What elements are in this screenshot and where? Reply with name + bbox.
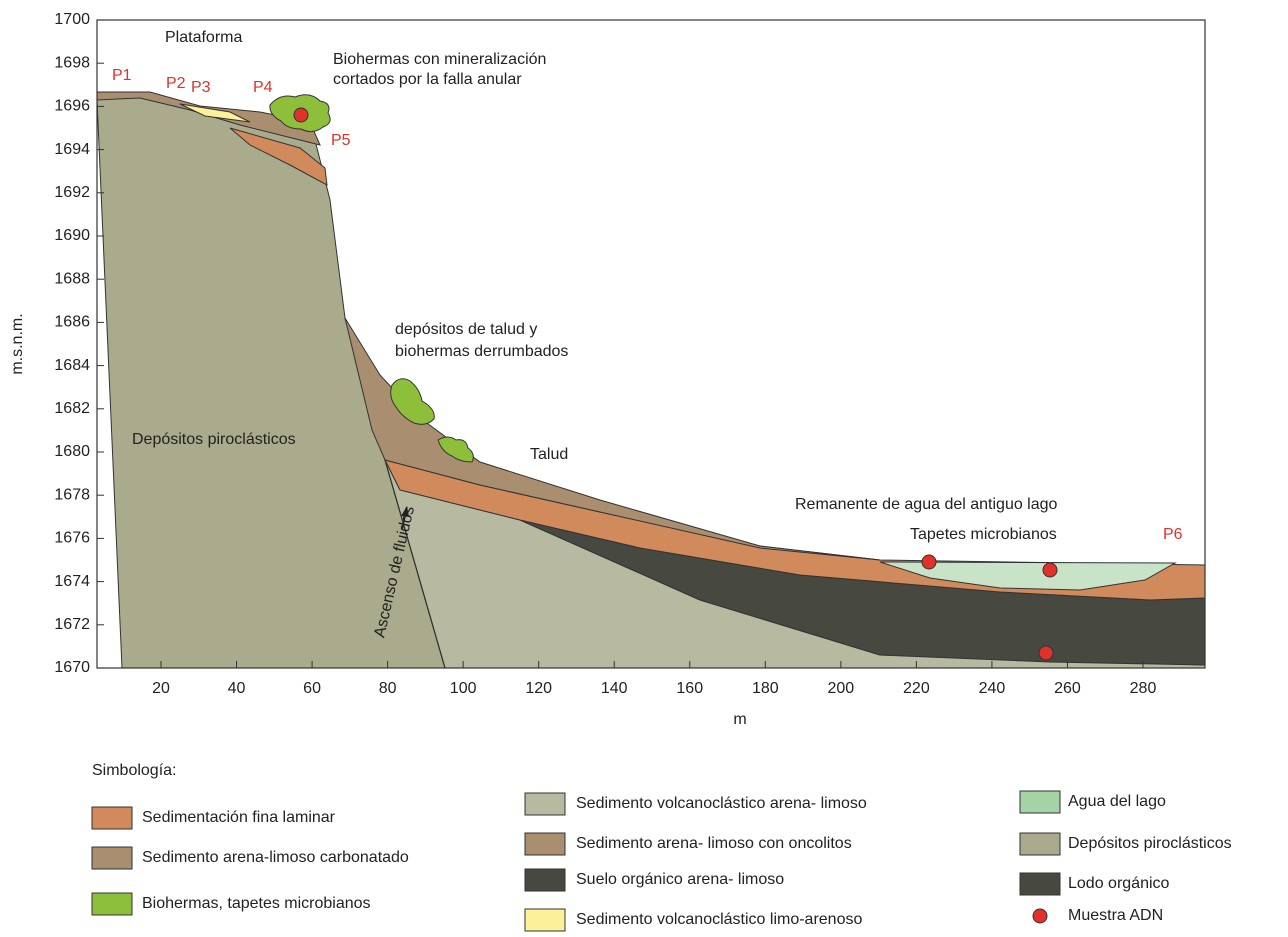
annotation: biohermas derrumbados	[395, 343, 568, 360]
x-tick-label: 180	[752, 680, 779, 697]
section-diagram: 1670 1672 1674 1676 1678 1680 1682 1684 1686 1688…	[0, 0, 1288, 937]
y-tick-label: 1682	[54, 400, 90, 417]
legend-item: Muestra ADN	[1068, 907, 1163, 924]
legend-item: Lodo orgánico	[1068, 875, 1170, 892]
point-label: P5	[331, 132, 351, 149]
swatch	[525, 869, 565, 891]
x-tick-label: 40	[228, 680, 246, 697]
x-tick-label: 140	[601, 680, 628, 697]
y-tick-label: 1690	[54, 227, 90, 244]
swatch	[92, 807, 132, 829]
annotation: Depósitos piroclásticos	[132, 431, 296, 448]
x-tick-label: 100	[450, 680, 477, 697]
y-tick-label: 1692	[54, 184, 90, 201]
swatch	[1020, 791, 1060, 813]
legend-item: Biohermas, tapetes microbianos	[142, 895, 371, 912]
x-tick-label: 200	[827, 680, 854, 697]
point-label: P6	[1163, 526, 1183, 543]
annotation: Plataforma	[165, 29, 242, 46]
x-tick-label: 80	[379, 680, 397, 697]
legend-title: Simbología:	[92, 762, 177, 779]
x-tick-label: 260	[1054, 680, 1081, 697]
y-tick-label: 1680	[54, 443, 90, 460]
swatch	[1020, 833, 1060, 855]
dna-sample	[1043, 563, 1057, 577]
legend: Simbología: Sedimentación fina laminar S…	[92, 762, 1232, 931]
point-label: P4	[253, 79, 273, 96]
x-tick-label: 60	[303, 680, 321, 697]
legend-item: Sedimentación fina laminar	[142, 809, 336, 826]
swatch	[92, 847, 132, 869]
y-tick-label: 1700	[54, 11, 90, 28]
annotation: Remanente de agua del antiguo lago	[795, 496, 1058, 513]
dna-sample	[922, 555, 936, 569]
annotation: Talud	[530, 446, 568, 463]
x-axis-label: m	[733, 711, 746, 728]
legend-item: Suelo orgánico arena- limoso	[576, 871, 784, 888]
swatch	[1033, 909, 1047, 923]
annotation: cortados por la falla anular	[333, 71, 522, 88]
legend-item: Sedimento volcanoclástico arena- limoso	[576, 795, 867, 812]
y-tick-label: 1698	[54, 54, 90, 71]
x-tick-label: 280	[1130, 680, 1157, 697]
annotation: Tapetes microbianos	[910, 526, 1057, 543]
y-axis-label: m.s.n.m.	[9, 313, 26, 374]
legend-item: Sedimento arena- limoso con oncolitos	[576, 835, 852, 852]
y-tick-label: 1696	[54, 98, 90, 115]
layers	[97, 92, 1205, 668]
legend-item: Agua del lago	[1068, 793, 1166, 810]
x-tick-label: 220	[903, 680, 930, 697]
point-label: P3	[191, 79, 211, 96]
y-tick-label: 1676	[54, 530, 90, 547]
point-label: P1	[112, 67, 132, 84]
x-tick-label: 160	[676, 680, 703, 697]
swatch	[525, 833, 565, 855]
y-tick-label: 1672	[54, 616, 90, 633]
y-tick-label: 1686	[54, 314, 90, 331]
annotation: Biohermas con mineralización	[333, 51, 546, 68]
y-tick-label: 1688	[54, 270, 90, 287]
legend-item: Sedimento volcanoclástico limo-arenoso	[576, 911, 862, 928]
swatch	[525, 909, 565, 931]
y-tick-label: 1684	[54, 357, 90, 374]
point-label: P2	[166, 75, 186, 92]
x-tick-label: 240	[979, 680, 1006, 697]
y-tick-label: 1678	[54, 486, 90, 503]
annotation: depósitos de talud y	[395, 321, 537, 338]
y-tick-label: 1674	[54, 573, 90, 590]
dna-sample	[294, 108, 308, 122]
y-tick-label: 1694	[54, 141, 90, 158]
swatch	[1020, 873, 1060, 895]
legend-item: Sedimento arena-limoso carbonatado	[142, 849, 409, 866]
x-tick-label: 120	[525, 680, 552, 697]
x-tick-label: 20	[152, 680, 170, 697]
y-tick-label: 1670	[54, 659, 90, 676]
dna-sample	[1039, 646, 1053, 660]
swatch	[92, 893, 132, 915]
swatch	[525, 793, 565, 815]
legend-item: Depósitos piroclásticos	[1068, 835, 1232, 852]
